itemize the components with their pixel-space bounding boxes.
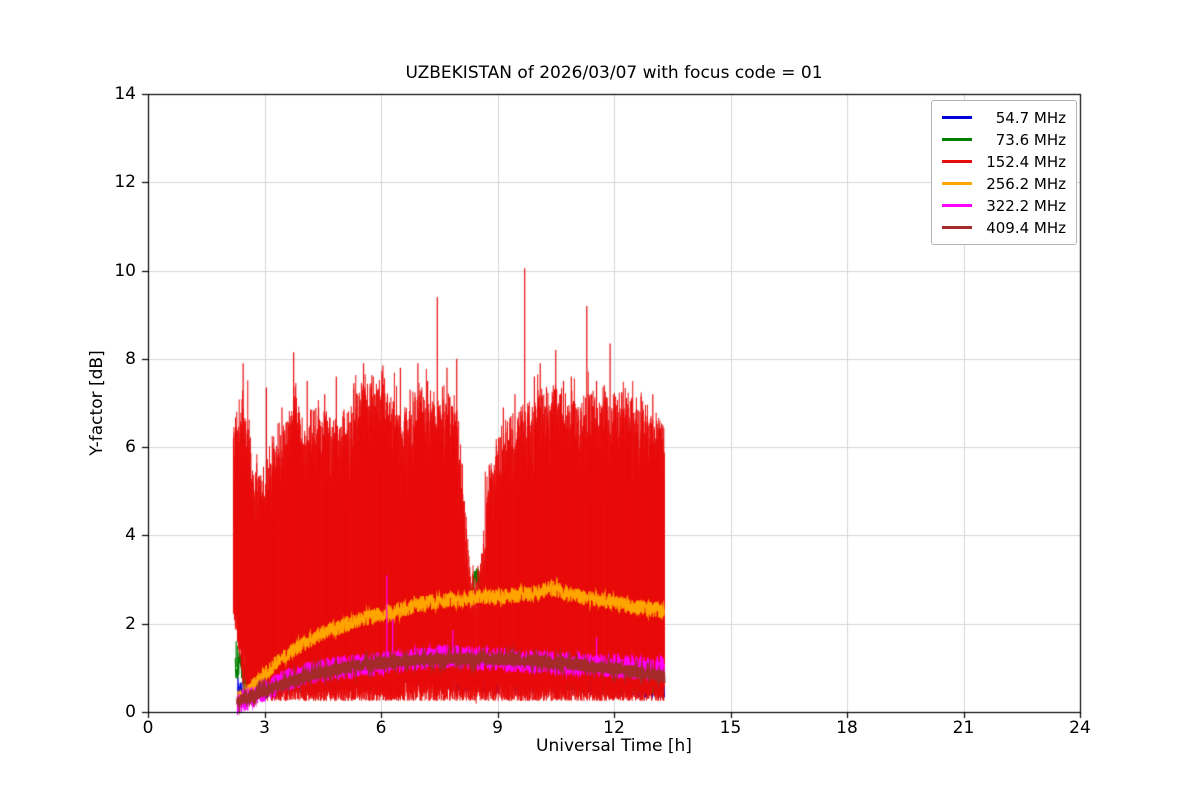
y-tick-label: 6	[125, 437, 136, 458]
y-tick-label: 10	[114, 260, 136, 281]
plot-title: UZBEKISTAN of 2026/03/07 with focus code…	[405, 63, 823, 83]
legend-label: 73.6 MHz	[995, 130, 1066, 149]
x-tick-label: 18	[836, 718, 858, 738]
y-tick-label: 0	[125, 702, 136, 722]
x-tick-label: 3	[259, 718, 270, 738]
legend-item: 152.4 MHz	[942, 152, 1066, 171]
legend-line-swatch	[942, 204, 972, 207]
x-tick-label: 6	[375, 718, 387, 738]
legend-item: 54.7 MHz	[942, 108, 1066, 127]
legend-line-swatch	[942, 116, 972, 119]
y-tick-label: 12	[114, 172, 136, 193]
x-tick-label: 0	[142, 718, 154, 738]
legend-line-swatch	[942, 138, 972, 141]
legend-line-swatch	[942, 182, 972, 185]
x-tick-label: 21	[952, 718, 975, 738]
legend-line-swatch	[942, 226, 972, 229]
legend-item: 256.2 MHz	[942, 174, 1066, 193]
x-tick-label: 15	[719, 718, 742, 738]
legend-label: 54.7 MHz	[995, 108, 1066, 127]
x-tick-label: 12	[603, 718, 625, 738]
legend-item: 322.2 MHz	[942, 196, 1066, 215]
legend-item: 409.4 MHz	[942, 218, 1066, 237]
y-tick-label: 2	[125, 613, 136, 634]
legend-label: 256.2 MHz	[986, 174, 1066, 193]
legend-label: 152.4 MHz	[986, 152, 1066, 171]
legend: 54.7 MHz 73.6 MHz 152.4 MHz 256.2 MHz 322.2 …	[931, 100, 1077, 245]
legend-line-swatch	[942, 160, 972, 163]
legend-item: 73.6 MHz	[942, 130, 1066, 149]
x-tick-label: 24	[1069, 718, 1091, 738]
y-tick-label: 4	[125, 525, 136, 546]
y-tick-label: 14	[114, 84, 136, 104]
x-axis-label: Universal Time [h]	[536, 736, 692, 756]
x-tick-label: 9	[492, 718, 503, 738]
legend-label: 322.2 MHz	[986, 196, 1066, 215]
y-tick-label: 8	[125, 348, 136, 369]
legend-label: 409.4 MHz	[986, 218, 1066, 237]
